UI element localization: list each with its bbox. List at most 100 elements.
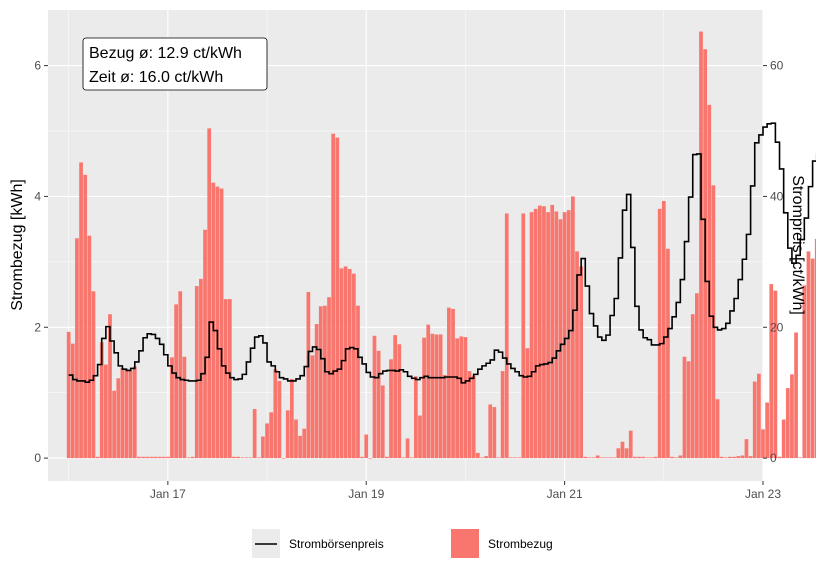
- bar-hour-31: [194, 286, 199, 459]
- bar-hour-181: [814, 238, 816, 459]
- bar-hour-112: [529, 212, 534, 459]
- bar-hour-89: [434, 334, 439, 459]
- bar-hour-67: [343, 266, 348, 459]
- bar-hour-118: [554, 211, 559, 459]
- bar-hour-173: [781, 419, 786, 459]
- bar-hour-108: [513, 457, 517, 459]
- bar-hour-49: [269, 412, 274, 459]
- bar-hour-103: [492, 407, 497, 459]
- bar-hour-150: [686, 361, 691, 459]
- bar-hour-70: [356, 305, 360, 459]
- legend-label-strombezug: Strombezug: [488, 537, 553, 551]
- y-left-tick-label: 4: [34, 189, 41, 203]
- bar-hour-101: [484, 456, 488, 459]
- bar-hour-97: [467, 371, 472, 459]
- bar-hour-81: [401, 457, 406, 459]
- bar-hour-41: [236, 456, 240, 459]
- bar-hour-54: [289, 378, 294, 459]
- bar-hour-38: [223, 299, 228, 459]
- bar-hour-159: [723, 457, 728, 459]
- bar-hour-73: [368, 458, 373, 459]
- bar-hour-48: [265, 423, 269, 459]
- bar-hour-123: [575, 251, 579, 459]
- bar-hour-124: [579, 266, 584, 459]
- bar-hour-35: [211, 182, 216, 459]
- bar-hour-23: [161, 456, 166, 459]
- x-tick-label: Jan 19: [348, 487, 384, 501]
- x-tick-label: Jan 17: [150, 487, 186, 501]
- line-series-strompreis: [68, 122, 816, 384]
- bar-hour-148: [678, 455, 683, 459]
- bar-hour-14: [124, 369, 129, 459]
- bar-hour-98: [471, 375, 476, 459]
- y-left-tick-label: 0: [34, 451, 41, 465]
- bar-hour-129: [599, 457, 604, 459]
- bar-hour-9: [104, 364, 108, 459]
- bar-hour-137: [633, 456, 637, 459]
- bar-hour-177: [798, 457, 803, 459]
- bar-hour-130: [604, 457, 608, 459]
- bar-hour-111: [525, 348, 530, 459]
- bar-hour-17: [137, 456, 141, 459]
- bar-hour-105: [500, 371, 505, 459]
- bar-hour-94: [455, 338, 460, 459]
- y-right-tick-label: 0: [770, 451, 777, 465]
- bar-hour-57: [302, 428, 307, 459]
- bar-hour-86: [422, 337, 426, 459]
- bar-hour-96: [463, 337, 468, 459]
- bar-hour-136: [628, 430, 633, 459]
- bar-hour-100: [480, 457, 484, 459]
- bar-hour-180: [810, 258, 815, 459]
- bar-hour-116: [546, 212, 550, 459]
- bar-hour-160: [728, 456, 732, 459]
- x-tick-label: Jan 23: [745, 487, 781, 501]
- bar-hour-42: [240, 457, 245, 459]
- bar-hour-109: [517, 457, 522, 459]
- bar-hour-5: [87, 235, 92, 459]
- right-axis: 0 20 40 60: [763, 59, 784, 465]
- bar-hour-144: [661, 201, 666, 459]
- bar-hour-10: [108, 314, 112, 459]
- bar-hour-176: [794, 332, 798, 459]
- bar-hour-79: [393, 335, 398, 459]
- bar-hour-131: [608, 457, 612, 459]
- annotation-frame: [82, 37, 268, 91]
- bar-hour-115: [542, 206, 546, 459]
- left-axis: 0 2 4 6: [34, 59, 48, 465]
- bar-hour-12: [116, 378, 121, 459]
- bar-hour-88: [430, 333, 435, 459]
- bar-hour-74: [372, 335, 377, 459]
- annotation-line-2: Zeit ø: 16.0 ct/kWh: [89, 69, 223, 86]
- bar-hour-40: [232, 456, 236, 459]
- bar-hour-158: [719, 456, 724, 459]
- bar-hour-22: [157, 456, 162, 459]
- bar-hour-127: [591, 457, 596, 459]
- legend-key-fill: [451, 529, 479, 558]
- bar-hour-174: [785, 388, 790, 459]
- bar-hour-168: [761, 429, 765, 459]
- bar-hour-171: [773, 290, 778, 459]
- bar-hour-7: [95, 456, 100, 459]
- bar-hour-120: [562, 212, 567, 459]
- bar-hour-91: [442, 375, 447, 459]
- bar-hour-11: [112, 390, 116, 459]
- bar-hour-29: [186, 457, 191, 459]
- bar-hour-58: [306, 291, 311, 459]
- bar-hour-51: [277, 380, 282, 459]
- y-axis-left-title: Strombezug [kWh]: [9, 179, 26, 311]
- bar-hour-19: [145, 456, 150, 459]
- legend: Strombörsenpreis Strombezug: [252, 529, 553, 558]
- bar-hour-80: [397, 344, 402, 459]
- bar-hour-77: [385, 456, 389, 459]
- bar-hour-133: [616, 448, 621, 459]
- bar-hour-106: [504, 213, 509, 459]
- bar-hour-36: [215, 186, 220, 459]
- bar-hour-162: [736, 456, 741, 459]
- bar-hour-134: [620, 441, 625, 459]
- bar-hour-167: [757, 373, 761, 459]
- bar-hour-8: [99, 342, 104, 459]
- bar-hour-64: [331, 133, 336, 459]
- bar-hour-21: [153, 456, 158, 459]
- bar-hour-110: [521, 213, 526, 459]
